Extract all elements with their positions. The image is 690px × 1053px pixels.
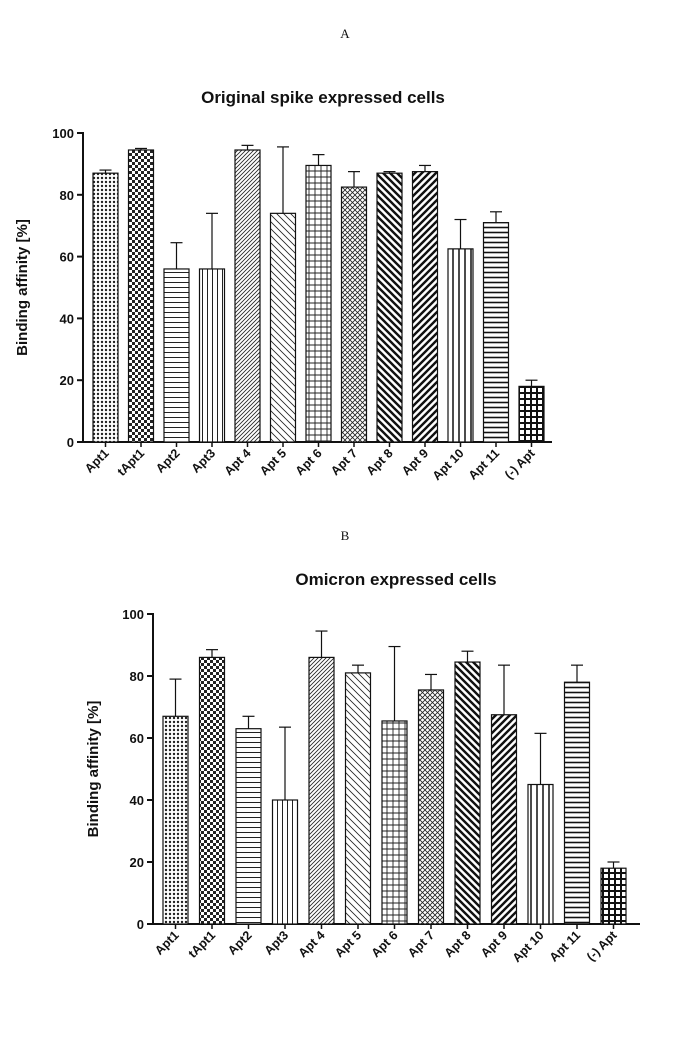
bar-apt-6 [306,165,331,442]
x-tick-label: Apt3 [262,928,292,958]
x-tick-label: (-) Apt [502,446,538,482]
panel-letter: B [341,528,350,543]
y-tick-label: 100 [52,126,74,141]
x-tick-label: Apt 10 [510,928,547,965]
y-tick-label: 40 [130,793,144,808]
x-tick-label: Apt3 [189,446,219,476]
bar-apt-7 [342,187,367,442]
x-tick-label: tApt1 [115,446,148,479]
x-tick-label: Apt 5 [257,446,289,478]
bar-tapt1 [129,150,154,442]
bar-apt [519,386,544,442]
bar-apt-10 [528,785,553,925]
chart-title: Omicron expressed cells [295,570,496,589]
x-tick-label: Apt 10 [430,446,467,483]
bar-apt-11 [565,682,590,924]
bar-apt-9 [413,172,438,442]
bar-apt-6 [382,721,407,924]
bar-apt-10 [448,249,473,442]
x-tick-label: Apt 5 [332,928,364,960]
bar-apt [601,868,626,924]
y-tick-label: 60 [130,731,144,746]
x-tick-label: Apt 8 [442,928,474,960]
bar-apt-8 [455,662,480,924]
bar-apt1 [93,173,118,442]
bar-apt2 [236,729,261,924]
y-tick-label: 60 [60,250,74,265]
bar-apt-5 [271,213,296,442]
y-axis-label: Binding affinity [%] [85,701,102,838]
x-tick-label: (-) Apt [584,928,620,964]
bar-apt3 [273,800,298,924]
x-tick-label: Apt 7 [405,928,437,960]
x-tick-label: Apt 8 [364,446,396,478]
x-tick-label: tApt1 [186,928,219,961]
bar-apt-4 [235,150,260,442]
y-axis-label: Binding affinity [%] [14,219,31,356]
bar-apt2 [164,269,189,442]
bar-apt1 [163,716,188,924]
bar-apt-4 [309,657,334,924]
bar-tapt1 [200,657,225,924]
y-tick-label: 0 [67,435,74,450]
y-tick-label: 40 [60,311,74,326]
chart-title: Original spike expressed cells [201,88,445,107]
bar-apt-8 [377,173,402,442]
chart-panel-a: A Original spike expressed cells Binding a… [14,26,552,483]
x-tick-label: Apt1 [82,446,112,476]
x-tick-label: Apt 9 [399,446,431,478]
y-tick-label: 20 [60,373,74,388]
x-tick-label: Apt 7 [328,446,360,478]
x-tick-label: Apt 6 [369,928,401,960]
x-tick-label: Apt 6 [293,446,325,478]
bar-apt-7 [419,690,444,924]
x-tick-label: Apt 4 [222,446,254,478]
y-tick-label: 100 [122,607,144,622]
x-tick-label: Apt 4 [296,928,328,960]
y-tick-label: 0 [137,917,144,932]
y-tick-label: 80 [60,188,74,203]
bar-apt-11 [484,223,509,442]
x-tick-label: Apt 9 [478,928,510,960]
y-tick-label: 20 [130,855,144,870]
x-tick-label: Apt1 [152,928,182,958]
bar-apt-5 [346,673,371,924]
x-tick-label: Apt 11 [466,446,502,482]
bar-apt3 [200,269,225,442]
panel-letter: A [340,26,350,41]
x-tick-label: Apt2 [225,928,255,958]
x-tick-label: Apt2 [153,446,183,476]
x-tick-label: Apt 11 [547,928,583,964]
y-tick-label: 80 [130,669,144,684]
figure: A Original spike expressed cells Binding a… [0,0,690,1053]
bar-apt-9 [492,715,517,924]
chart-panel-b: B Omicron expressed cells Binding affinity… [85,528,640,965]
